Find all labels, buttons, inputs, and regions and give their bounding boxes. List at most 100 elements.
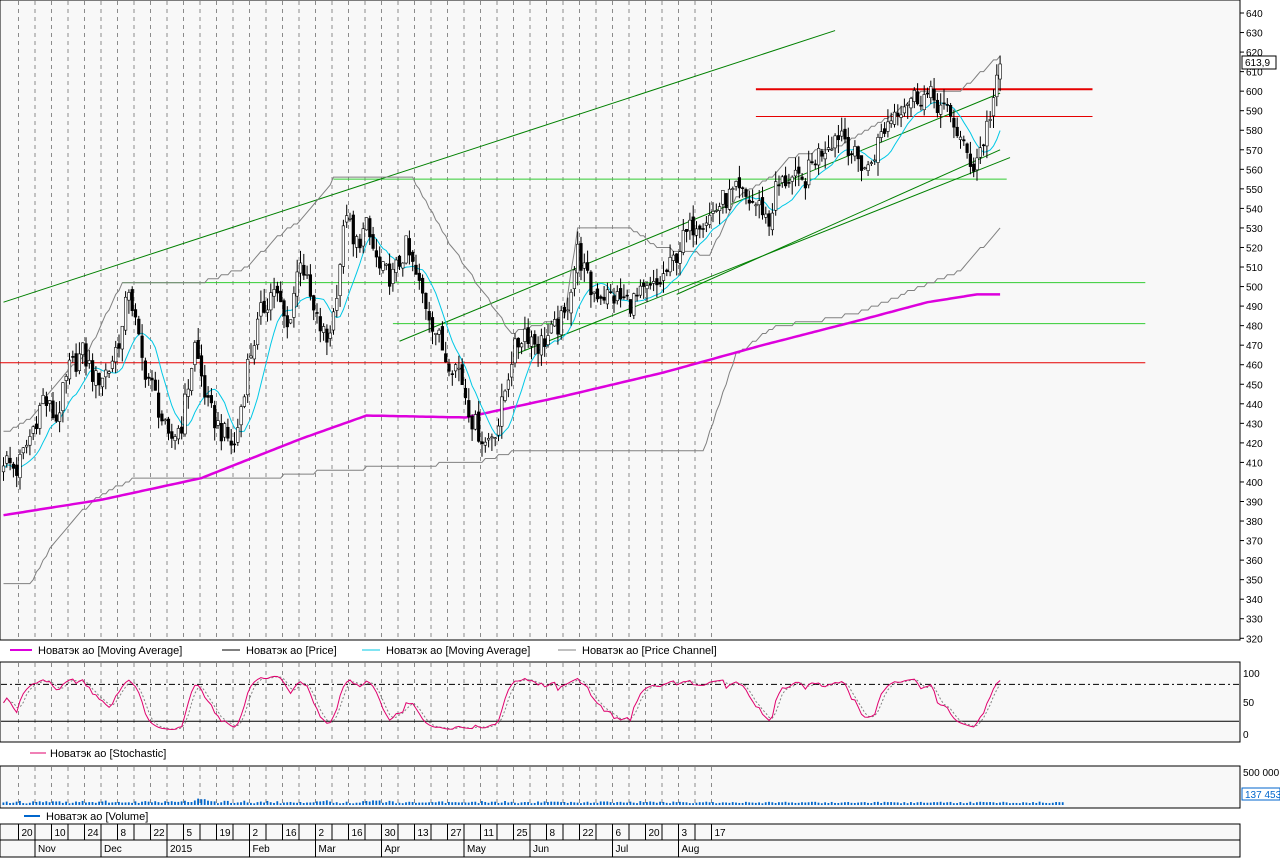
candle-body (708, 214, 712, 225)
vertical-gridlines (18, 1, 712, 807)
volume-bar (322, 801, 325, 805)
volume-bar (55, 801, 58, 805)
volume-bar (530, 803, 533, 805)
candle-body (622, 296, 626, 299)
channel-lower-line (3, 227, 1001, 585)
volume-bar (774, 803, 777, 805)
volume-bar (784, 801, 787, 805)
candle-body (262, 300, 266, 313)
volume-bar (461, 802, 463, 805)
candle-body (628, 299, 633, 314)
trendlines[interactable] (3, 30, 1011, 354)
price-panel[interactable] (0, 0, 1241, 641)
candle-body (295, 271, 299, 297)
volume-bar (910, 802, 912, 805)
candle-body (572, 269, 576, 289)
candle-body (401, 262, 405, 269)
volume-bar (817, 802, 820, 805)
stoch-tick-100: 100 (1243, 669, 1260, 680)
volume-bar (352, 803, 355, 805)
candle-body (747, 199, 751, 204)
volume-bar (976, 802, 978, 805)
volume-bar (1032, 802, 1034, 805)
date-day-label: 11 (484, 828, 495, 839)
candle-body (335, 298, 339, 311)
candle-body (800, 176, 804, 180)
volume-bar (19, 800, 21, 805)
candle-body (457, 367, 461, 370)
candle-body (995, 74, 999, 98)
candle-body (219, 423, 223, 442)
candle-body (302, 264, 306, 276)
horizontal-levels[interactable] (0, 88, 1146, 364)
candle-body (298, 262, 303, 274)
volume-bar (923, 802, 925, 805)
candle-body (866, 164, 870, 171)
candle-body (991, 97, 996, 117)
last-price-tag (1241, 55, 1277, 70)
volume-bar (276, 801, 279, 805)
date-day-label: 20 (22, 828, 34, 839)
candle-body (909, 98, 913, 109)
candle-body (417, 272, 421, 281)
volume-bar (1055, 802, 1057, 805)
volume-bar (959, 802, 962, 805)
candle-body (579, 243, 583, 271)
volume-panel[interactable] (0, 765, 1241, 809)
candle-body (361, 228, 365, 247)
volume-bar (596, 802, 599, 805)
candle-series (1, 55, 1002, 490)
price-tick-label: 370 (1246, 537, 1263, 548)
volume-bar (223, 800, 226, 805)
candle-body (447, 363, 451, 372)
volume-bar (982, 802, 985, 805)
volume-bar (25, 803, 28, 805)
volume-bar (200, 799, 203, 805)
candle-body (899, 114, 903, 118)
candle-body (503, 390, 507, 401)
volume-bar (622, 802, 625, 805)
candle-body (8, 457, 12, 464)
volume-bar (471, 801, 473, 805)
price-tick-label: 490 (1246, 302, 1263, 313)
price-tick-label: 480 (1246, 322, 1263, 333)
candle-body (658, 282, 662, 285)
volume-bar (814, 801, 817, 805)
price-tick-label: 360 (1246, 556, 1263, 567)
candle-body (612, 295, 616, 304)
candle-body (661, 273, 666, 281)
volume-bar (207, 800, 209, 805)
candle-body (157, 392, 161, 418)
volume-bar (309, 802, 312, 805)
candle-body (11, 463, 15, 469)
candle-body (236, 427, 240, 443)
candle-body (767, 213, 771, 227)
volume-bar (636, 803, 638, 805)
candle-body (906, 103, 910, 106)
candle-body (985, 120, 989, 147)
volume-bar (540, 802, 543, 805)
volume-bar (411, 802, 414, 805)
price-tick-label: 570 (1246, 146, 1263, 157)
legend-label-stochastic: Новатэк ао [Stochastic] (50, 748, 166, 760)
candle-body (691, 216, 695, 236)
candle-body (61, 382, 65, 412)
candle-body (830, 148, 834, 151)
candle-body (892, 111, 897, 125)
candle-body (902, 106, 906, 114)
candle-body (714, 210, 718, 212)
candle-body (31, 426, 35, 434)
volume-bar (167, 801, 170, 805)
volume-bar (365, 801, 368, 805)
date-month-label: Apr (385, 844, 401, 855)
volume-bar (339, 803, 341, 805)
candle-body (232, 443, 237, 446)
stochastic-panel[interactable] (0, 661, 1241, 743)
volume-bar (880, 803, 883, 805)
date-month-label: Mar (319, 844, 337, 855)
candle-body (318, 316, 322, 332)
candle-body (932, 89, 936, 101)
trendline (3, 30, 836, 303)
date-month-label: Jun (533, 844, 549, 855)
